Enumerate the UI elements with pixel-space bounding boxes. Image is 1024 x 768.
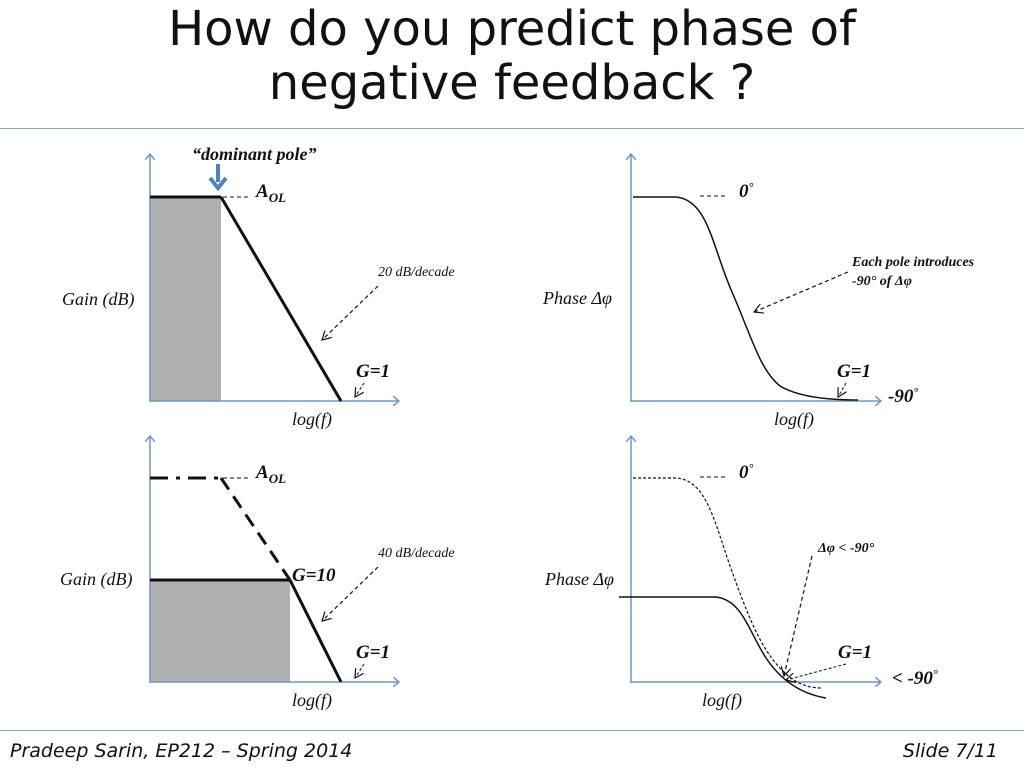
pole-note-line1: Each pole introduces: [851, 255, 975, 270]
delta-phi-pointer: [784, 555, 813, 676]
gain-plot-two-pole: AOL 40 dB/decade Gain (dB) G=10 G=1 log(…: [60, 437, 455, 711]
y-axis-label: Gain (dB): [60, 569, 132, 590]
bandwidth-shade: [150, 197, 221, 401]
dominant-pole-arrowhead: [208, 176, 228, 192]
g1-pointer: [355, 663, 365, 678]
footer-author: Pradeep Sarin, EP212 – Spring 2014: [10, 740, 353, 762]
gain-plot-single-pole: “dominant pole” AOL 20 dB/decade Gain (d…: [62, 144, 455, 430]
g1-label: G=1: [837, 361, 871, 382]
zero-degree-label: 0°: [739, 461, 754, 483]
y-axis-label: Phase Δφ: [542, 288, 612, 308]
x-axis-label: log(f): [292, 690, 332, 711]
slide-title-line2: negative feedback ?: [268, 55, 756, 111]
slope-pointer: [322, 566, 379, 621]
open-loop-rolloff-dashed: [219, 477, 292, 581]
slide-title-line1: How do you predict phase of: [168, 1, 856, 57]
g1-pointer: [838, 382, 846, 397]
y-axis-label: Gain (dB): [62, 289, 134, 310]
bandwidth-shade: [150, 580, 290, 682]
rolloff-line: [219, 196, 343, 402]
lt-minus90-label: < -90°: [892, 667, 938, 689]
g1-label: G=1: [356, 361, 390, 382]
title-divider: [0, 128, 1024, 129]
phase-curve: [633, 196, 859, 401]
phase-curve: [619, 596, 827, 699]
x-axis-label: log(f): [292, 409, 332, 430]
zero-degree-label: 0°: [739, 180, 754, 202]
footer-slide-number: Slide 7/11: [902, 740, 998, 762]
phase-plot-two-pole: 0° Δφ < -90° Phase Δφ G=1 < -90° log(f): [544, 437, 938, 711]
aol-label: AOL: [255, 181, 286, 205]
aol-label: AOL: [255, 462, 286, 486]
slope-pointer: [322, 285, 379, 340]
g1-pointer: [355, 382, 365, 397]
slide-title: How do you predict phase of negative fee…: [0, 2, 1024, 110]
open-loop-phase-curve: [633, 477, 823, 689]
phase-plot-single-pole: 0° Each pole introduces -90° of Δφ Phase…: [542, 155, 975, 430]
diagram-canvas: “dominant pole” AOL 20 dB/decade Gain (d…: [60, 144, 975, 711]
g1-label: G=1: [356, 642, 390, 663]
footer-divider: [0, 730, 1024, 731]
g1-pointer: [786, 663, 847, 680]
dominant-pole-label: “dominant pole”: [192, 144, 317, 164]
slope-label: 40 dB/decade: [378, 546, 455, 561]
g10-label: G=10: [292, 565, 336, 586]
rolloff-line: [288, 579, 343, 683]
delta-phi-note: Δφ < -90°: [817, 541, 875, 556]
g1-label: G=1: [838, 642, 872, 663]
pole-note-pointer: [754, 271, 849, 312]
y-axis-label: Phase Δφ: [544, 569, 614, 589]
pole-note-line2: -90° of Δφ: [852, 274, 912, 289]
minus90-label: -90°: [888, 385, 918, 407]
slope-label: 20 dB/decade: [378, 265, 455, 280]
x-axis-label: log(f): [774, 409, 814, 430]
x-axis-label: log(f): [702, 690, 742, 711]
